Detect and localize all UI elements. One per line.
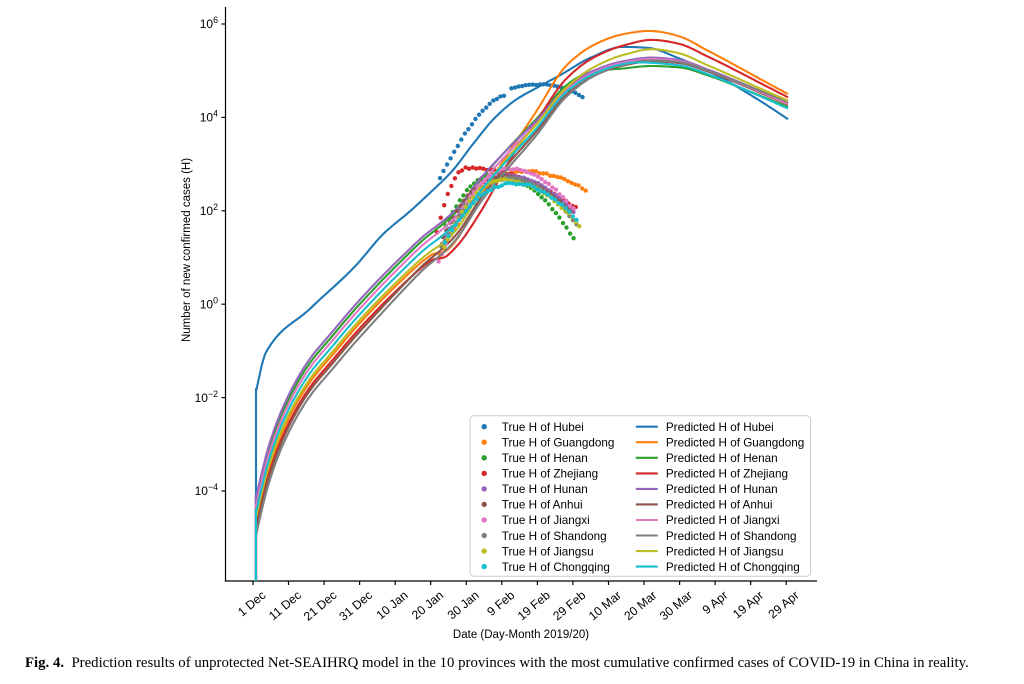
svg-text:True H of Chongqing: True H of Chongqing [502, 561, 610, 574]
svg-text:Predicted H of Hunan: Predicted H of Hunan [666, 483, 778, 496]
svg-text:True H of Jiangsu: True H of Jiangsu [502, 545, 594, 558]
svg-text:Predicted H of Jiangxi: Predicted H of Jiangxi [666, 514, 780, 527]
svg-text:Number of new confirmed cases: Number of new confirmed cases (H) [181, 158, 193, 342]
svg-text:True H of Shandong: True H of Shandong [502, 530, 607, 543]
svg-text:True H of Hunan: True H of Hunan [502, 483, 588, 496]
svg-text:Predicted H of Shandong: Predicted H of Shandong [666, 530, 797, 543]
svg-text:True H of Henan: True H of Henan [502, 452, 588, 465]
svg-text:True H of Anhui: True H of Anhui [502, 499, 583, 512]
svg-text:True H of Zhejiang: True H of Zhejiang [502, 468, 598, 481]
svg-text:Predicted H of Henan: Predicted H of Henan [666, 452, 778, 465]
svg-text:True H of Jiangxi: True H of Jiangxi [502, 514, 590, 527]
svg-text:Predicted H of Hubei: Predicted H of Hubei [666, 421, 774, 434]
svg-text:Date (Day-Month 2019/20): Date (Day-Month 2019/20) [453, 629, 589, 641]
svg-text:True H of Hubei: True H of Hubei [502, 421, 584, 434]
svg-text:Predicted H of Guangdong: Predicted H of Guangdong [666, 436, 804, 449]
svg-text:True H of Guangdong: True H of Guangdong [502, 436, 615, 449]
svg-text:Predicted H of Anhui: Predicted H of Anhui [666, 499, 773, 512]
svg-text:Predicted H of Zhejiang: Predicted H of Zhejiang [666, 468, 788, 481]
svg-text:Predicted H of Chongqing: Predicted H of Chongqing [666, 561, 800, 574]
svg-text:Predicted H of Jiangsu: Predicted H of Jiangsu [666, 545, 784, 558]
